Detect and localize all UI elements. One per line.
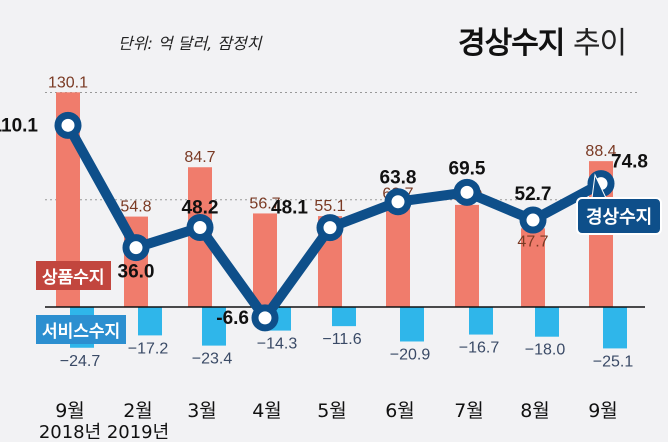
current-value-label: 74.8 <box>611 152 648 173</box>
current-value-label: 69.5 <box>449 158 486 179</box>
legend-goods: 상품수지 <box>36 261 111 290</box>
x-tick-label-month: 9월 <box>55 400 85 422</box>
current-account-point <box>519 206 547 234</box>
services-bar <box>535 307 559 337</box>
legend-services: 서비스수지 <box>36 315 127 344</box>
services-value-label: −25.1 <box>593 353 634 370</box>
current-account-point <box>251 304 279 332</box>
current-value-label: -6.6 <box>216 308 249 329</box>
x-tick-label-month: 7월 <box>454 400 484 422</box>
services-bar <box>202 307 226 346</box>
services-bar <box>332 307 356 327</box>
goods-value-label: 55.1 <box>314 198 345 215</box>
x-tick-label-month: 4월 <box>252 400 282 422</box>
services-value-label: −18.0 <box>525 342 566 359</box>
goods-bar <box>386 203 410 307</box>
unit-note: 단위: 억 달러, 잠정치 <box>118 34 262 53</box>
goods-value-label: 54.8 <box>120 199 151 216</box>
goods-bar <box>253 213 277 307</box>
x-tick-label-month: 2월 <box>123 400 153 422</box>
current-account-point <box>453 178 481 206</box>
legend-current: 경상수지 <box>576 197 663 235</box>
services-value-label: −20.9 <box>390 346 431 363</box>
goods-value-label: 56.7 <box>249 195 280 212</box>
services-value-label: −17.2 <box>128 340 169 357</box>
current-account-point <box>316 214 344 242</box>
services-value-label: −11.6 <box>322 331 361 348</box>
x-tick-label-month: 6월 <box>385 400 415 422</box>
current-account-point <box>186 213 214 241</box>
x-tick-label-year: 2019년 <box>107 422 169 442</box>
current-account-point <box>384 188 412 216</box>
current-value-label: 48.2 <box>182 197 219 218</box>
services-value-label: −14.3 <box>257 336 298 353</box>
goods-value-label: 84.7 <box>184 149 215 166</box>
current-value-label: 63.8 <box>380 168 417 189</box>
services-bar <box>469 307 493 335</box>
goods-value-label: 130.1 <box>48 74 88 91</box>
services-value-label: −16.7 <box>459 340 500 357</box>
current-value-label: 36.0 <box>118 262 155 283</box>
services-bar <box>400 307 424 342</box>
x-tick-label-month: 9월 <box>588 400 618 422</box>
current-value-label: 110.1 <box>0 115 38 136</box>
title-light: 추이 <box>572 26 627 61</box>
x-tick-label-month: 3월 <box>187 400 217 422</box>
current-account-point <box>54 111 82 139</box>
x-tick-label-month: 5월 <box>317 400 347 422</box>
current-account-point <box>122 234 150 262</box>
goods-value-label: 47.7 <box>517 233 548 250</box>
goods-bar <box>521 228 545 307</box>
goods-bar <box>455 204 479 307</box>
services-value-label: −24.7 <box>60 353 101 370</box>
services-bar <box>138 307 162 336</box>
x-tick-label-month: 8월 <box>520 400 550 422</box>
services-bar <box>603 307 627 349</box>
chart-title: 경상수지 추이 <box>458 18 627 62</box>
current-value-label: 52.7 <box>515 184 552 205</box>
current-value-label: 48.1 <box>271 198 308 219</box>
services-value-label: −23.4 <box>192 351 233 368</box>
goods-value-label: 88.4 <box>585 143 616 160</box>
title-bold: 경상수지 <box>458 26 565 61</box>
x-tick-label-year: 2018년 <box>39 422 101 442</box>
